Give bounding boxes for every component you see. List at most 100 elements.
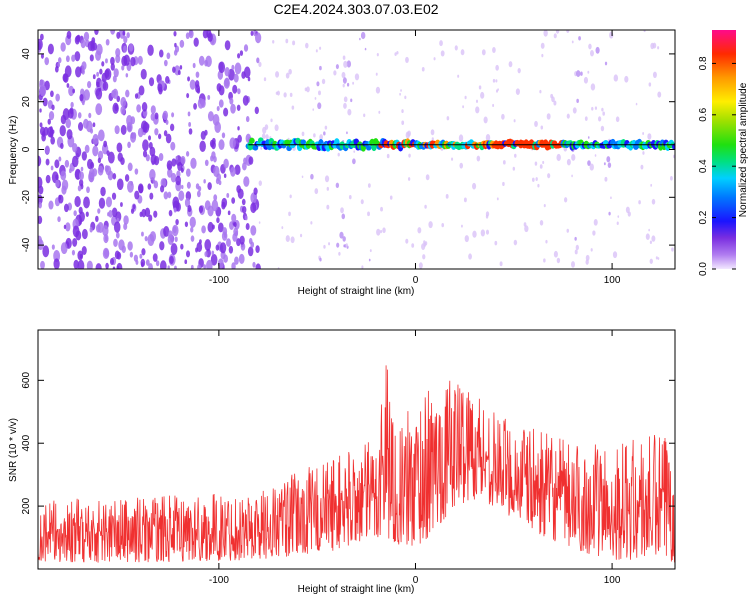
spectrogram-cell [187,111,191,117]
colorbar-tick-label: 0.8 [698,56,709,70]
spectrogram-cell [335,64,339,70]
spectrogram-cell [543,258,546,263]
spectrogram-cell [218,139,225,151]
spectrogram-cell [316,81,320,87]
spectrogram-cell [319,257,322,262]
spectrogram-cell [136,104,141,113]
spectrogram-cell [153,180,159,189]
spectrogram-cell [288,211,291,217]
spectrogram-cell [88,173,94,183]
spectrogram-cell [111,207,118,218]
spectrogram-cell [189,216,196,228]
spectrogram-cell [180,243,184,250]
spectrogram-cell [195,247,198,253]
spectrogram-cell [92,145,99,157]
spectrogram-cell [150,154,157,165]
spectrogram-cell [97,157,102,164]
spectrogram-cell [120,124,127,136]
spectrogram-cell [342,236,346,242]
spectrogram-cell [165,76,170,84]
spectrogram-cell [380,229,383,234]
spectrogram-cell [499,261,503,267]
spectrogram-cell [319,46,322,50]
spectrogram-cell [227,210,231,216]
spectrogram-cell [109,257,115,266]
spectrogram-cell [418,262,423,269]
chart-title: C2E4.2024.303.07.03.E02 [273,1,438,17]
spectrogram-cell [106,150,110,156]
spectrogram-cell [254,106,259,115]
spectrogram-cell [564,197,568,203]
spectrogram-cell [640,164,644,170]
spectrogram-cell [137,55,143,65]
spectrogram-cell [333,70,337,76]
spectrogram-cell [213,194,218,201]
spectrogram-cell [496,197,499,201]
spectrogram-cell [179,39,185,48]
spectrogram-cell [173,49,178,56]
spectrogram-cell [317,102,322,110]
spectrogram-cell [110,30,116,35]
spectrogram-cell [305,42,309,49]
spectrogram-cell [594,106,598,110]
spectrogram-cell [247,76,251,82]
spectrogram-cell [555,30,560,34]
spectrogram-cell [64,159,70,168]
colorbar-axis: 0.0 0.2 0.4 0.6 0.8 [698,56,736,276]
spectrogram-cell [149,192,154,200]
spectrogram-cell [50,136,55,145]
spectrogram-cell [206,259,213,269]
spectrogram-cell [180,155,186,165]
spectrogram-cell [198,205,204,213]
spectrogram-cell [461,224,463,228]
spectrogram-cell [201,225,206,234]
spectrogram-cell [241,71,246,79]
spectrogram-cell [87,41,94,52]
spectrogram-cell [114,250,120,260]
spectrogram-cell [122,30,126,36]
spectrogram-cell [281,226,284,230]
spectrogram-cell [575,244,579,251]
spectrogram-cell [353,150,356,154]
spectrogram-cell [60,142,64,150]
spectrogram-cell [408,153,411,158]
spectrogram-cell [77,185,82,192]
spectrogram-cell [163,226,170,237]
spectrogram-axes: -100 0 100 -40 -20 0 20 40 [21,30,675,286]
spectrogram-cell [116,178,124,191]
spectrogram-cell [592,230,596,236]
spectrogram-cell [80,166,84,172]
spectrogram-cell [159,241,165,251]
spectrogram-cell [289,194,292,199]
spectrogram-cell [502,160,506,165]
spectrogram-cell [242,162,247,171]
spectrogram-cell [376,228,381,236]
spectrogram-cell [245,116,250,123]
spectrogram-cell [112,88,119,99]
spectrogram-cell [196,190,201,198]
spectrogram-cell [188,122,192,127]
spectrogram-cell [166,160,173,171]
spectrogram-cell [652,71,657,79]
spectrogram-cell [359,37,361,41]
spectrogram-cell [228,245,234,254]
spectrogram-cell [204,129,208,136]
spectrogram-cell [214,121,221,133]
spectrogram-cell [292,40,296,46]
spectrogram-cell [272,39,275,44]
spectrogram-cell [49,126,53,132]
spectrogram-cell [589,163,594,171]
spectrogram-cell [51,104,55,111]
spectrogram-cell [233,227,239,237]
spectrogram-cell [256,57,260,64]
spectrogram-cell [53,258,60,269]
spectrogram-cell [534,120,538,127]
spectrogram-cell [92,168,98,177]
spectrogram-cell [250,225,257,236]
spectrogram-cell [625,206,630,214]
spectrogram-cell [38,201,42,209]
spectrogram-cell [115,48,121,58]
spectrogram-cell [97,129,105,142]
spectrogram-cell [624,75,629,83]
spectrogram-cell [181,184,184,190]
